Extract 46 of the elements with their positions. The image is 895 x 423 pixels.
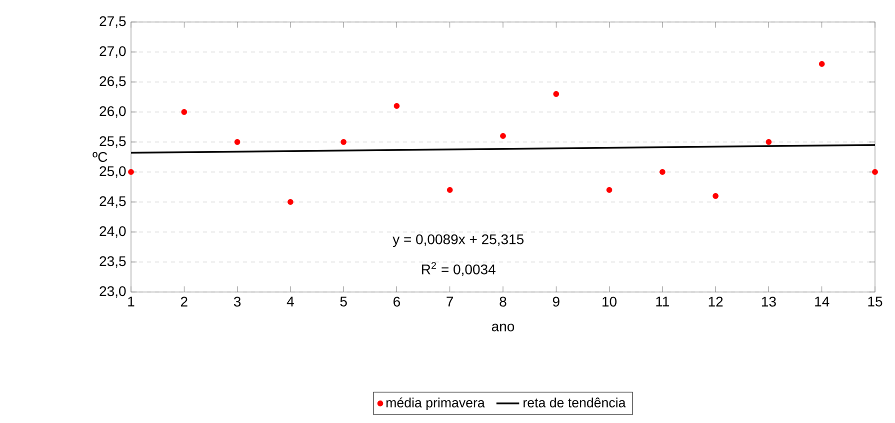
x-tick-label: 14 bbox=[815, 296, 830, 306]
point bbox=[818, 61, 825, 67]
y-tick-label: 26,5 bbox=[100, 76, 126, 88]
y-tick-label: 27,5 bbox=[100, 16, 126, 28]
point bbox=[553, 91, 560, 97]
point bbox=[394, 103, 400, 109]
point bbox=[606, 187, 612, 193]
x-tick-label: 15 bbox=[868, 296, 882, 306]
annotation: R$^{2}$ = 0,0034 bbox=[422, 262, 496, 276]
y-tick-label: 23,0 bbox=[100, 286, 126, 298]
point bbox=[712, 193, 719, 199]
y-tick-label: 27,0 bbox=[100, 46, 126, 58]
x-tick-label: 2 bbox=[180, 296, 188, 306]
legend-label: reta de tendência bbox=[524, 398, 626, 408]
point bbox=[128, 169, 134, 175]
point bbox=[872, 169, 878, 175]
point bbox=[446, 187, 453, 193]
y-axis-title: ºC bbox=[92, 152, 108, 162]
x-tick-label: 11 bbox=[656, 296, 670, 306]
y-tick-label: 24,0 bbox=[100, 226, 126, 238]
x-tick-label: 6 bbox=[394, 296, 400, 307]
y-tick-label: 24,5 bbox=[100, 196, 126, 208]
legend-label: média primavera bbox=[386, 397, 485, 410]
point bbox=[340, 139, 347, 145]
x-tick-label: 9 bbox=[552, 296, 560, 307]
x-tick-label: 3 bbox=[234, 296, 241, 307]
point bbox=[234, 139, 240, 145]
x-axis-title: ano bbox=[492, 324, 514, 332]
x-tick-label: 10 bbox=[602, 296, 617, 307]
y-tick-label: 26,0 bbox=[100, 106, 126, 118]
point bbox=[659, 169, 666, 175]
point bbox=[766, 139, 772, 145]
y-tick-label: 25,5 bbox=[100, 136, 126, 148]
y-tick-label: 23,5 bbox=[100, 256, 126, 268]
x-tick-label: 13 bbox=[762, 296, 776, 307]
point bbox=[181, 109, 188, 115]
x-tick-label: 5 bbox=[340, 296, 347, 306]
point bbox=[288, 199, 294, 205]
x-tick-label: 4 bbox=[286, 296, 294, 306]
x-tick-label: 1 bbox=[128, 296, 134, 306]
point bbox=[500, 133, 506, 139]
x-tick-label: 12 bbox=[708, 296, 723, 306]
x-tick-label: 8 bbox=[500, 296, 506, 307]
y-tick-label: 25,0 bbox=[100, 166, 126, 178]
x-tick-label: 7 bbox=[446, 296, 454, 306]
annotation: y = 0,0089x + 25,315 bbox=[392, 234, 524, 248]
